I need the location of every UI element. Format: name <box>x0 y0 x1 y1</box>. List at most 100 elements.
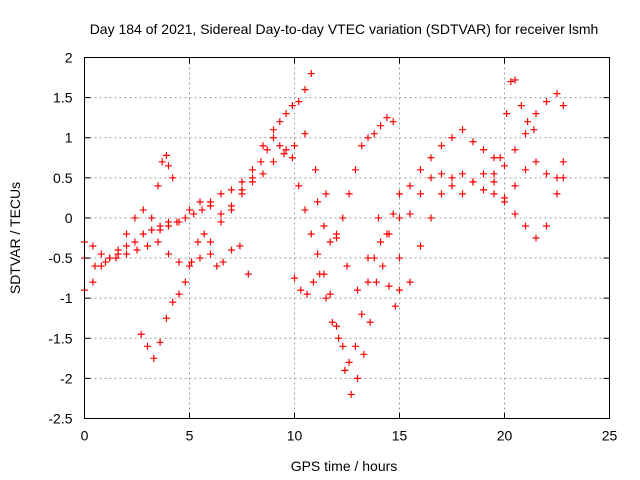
y-tick-label: 1 <box>65 130 73 146</box>
data-point <box>276 118 284 126</box>
data-point <box>102 258 109 266</box>
data-point <box>207 238 214 246</box>
data-point <box>370 130 378 138</box>
data-point <box>543 222 550 230</box>
data-point <box>238 178 246 186</box>
data-point <box>112 254 120 262</box>
data-point <box>532 158 540 166</box>
data-point <box>162 314 170 322</box>
data-point <box>259 170 267 178</box>
data-point <box>291 274 298 282</box>
y-tick-label: 0.5 <box>53 170 73 186</box>
data-point <box>165 250 172 258</box>
data-point <box>217 210 225 218</box>
data-point <box>139 206 147 214</box>
data-point <box>288 102 296 110</box>
data-point <box>417 190 424 198</box>
data-point <box>156 222 164 230</box>
data-point <box>522 166 529 174</box>
data-point <box>326 238 334 246</box>
data-point <box>123 250 130 258</box>
data-point <box>417 242 424 250</box>
data-point <box>406 182 414 190</box>
data-point <box>97 262 105 270</box>
data-point <box>345 358 353 366</box>
data-point <box>559 158 567 166</box>
data-point <box>370 254 378 262</box>
data-series <box>490 76 538 178</box>
data-point <box>507 78 515 86</box>
data-point <box>123 242 130 250</box>
data-point <box>162 151 170 159</box>
data-point <box>89 242 97 250</box>
y-tick-label: 2 <box>65 50 73 66</box>
data-point <box>280 150 288 158</box>
data-point <box>165 162 172 170</box>
data-point <box>207 198 214 206</box>
data-point <box>188 258 196 266</box>
data-point <box>377 122 385 130</box>
data-point <box>198 206 206 214</box>
y-tick-label: -0.5 <box>48 250 72 266</box>
y-tick-label: 0 <box>65 210 73 226</box>
data-point <box>364 254 372 262</box>
grid-lines <box>84 57 610 419</box>
data-point <box>228 202 235 210</box>
data-point <box>131 214 139 222</box>
data-point <box>270 134 277 142</box>
data-point <box>207 250 214 258</box>
data-point <box>335 334 343 342</box>
data-series <box>81 130 567 294</box>
data-point <box>501 162 508 170</box>
data-point <box>219 258 227 266</box>
data-point <box>448 174 456 182</box>
data-point <box>427 154 435 162</box>
data-point <box>249 166 256 174</box>
data-point <box>364 278 372 286</box>
data-point <box>383 114 391 122</box>
data-series <box>291 262 403 398</box>
data-point <box>137 330 145 338</box>
data-point <box>379 262 387 270</box>
data-point <box>307 70 315 78</box>
data-point <box>257 158 265 166</box>
data-point <box>309 278 317 286</box>
data-point <box>89 278 97 286</box>
data-point <box>459 190 466 198</box>
data-point <box>532 110 540 118</box>
data-point <box>320 222 328 230</box>
data-point <box>270 158 277 166</box>
data-point <box>511 182 519 190</box>
data-point <box>236 242 244 250</box>
data-point <box>459 126 466 134</box>
data-point <box>169 174 177 182</box>
data-point <box>469 178 477 186</box>
data-point <box>427 174 435 182</box>
data-point <box>190 210 198 218</box>
y-tick-label: -2 <box>60 370 73 386</box>
data-point <box>417 166 424 174</box>
data-point <box>196 198 204 206</box>
data-point <box>511 146 519 154</box>
data-point <box>354 374 361 382</box>
data-point <box>276 142 284 150</box>
data-point <box>524 118 532 126</box>
data-point <box>364 134 372 142</box>
data-point <box>175 290 183 298</box>
data-point <box>301 86 309 94</box>
data-point <box>328 318 336 326</box>
data-point <box>503 110 511 118</box>
data-point <box>249 178 256 186</box>
data-point <box>396 190 403 198</box>
data-point <box>358 310 366 318</box>
data-point <box>106 254 114 262</box>
data-point <box>263 146 271 154</box>
data-point <box>196 254 204 262</box>
data-point <box>511 210 519 218</box>
data-point <box>270 126 277 134</box>
data-point <box>341 366 349 374</box>
plot-frame <box>84 57 610 419</box>
data-point <box>339 214 347 222</box>
data-point <box>169 298 177 306</box>
